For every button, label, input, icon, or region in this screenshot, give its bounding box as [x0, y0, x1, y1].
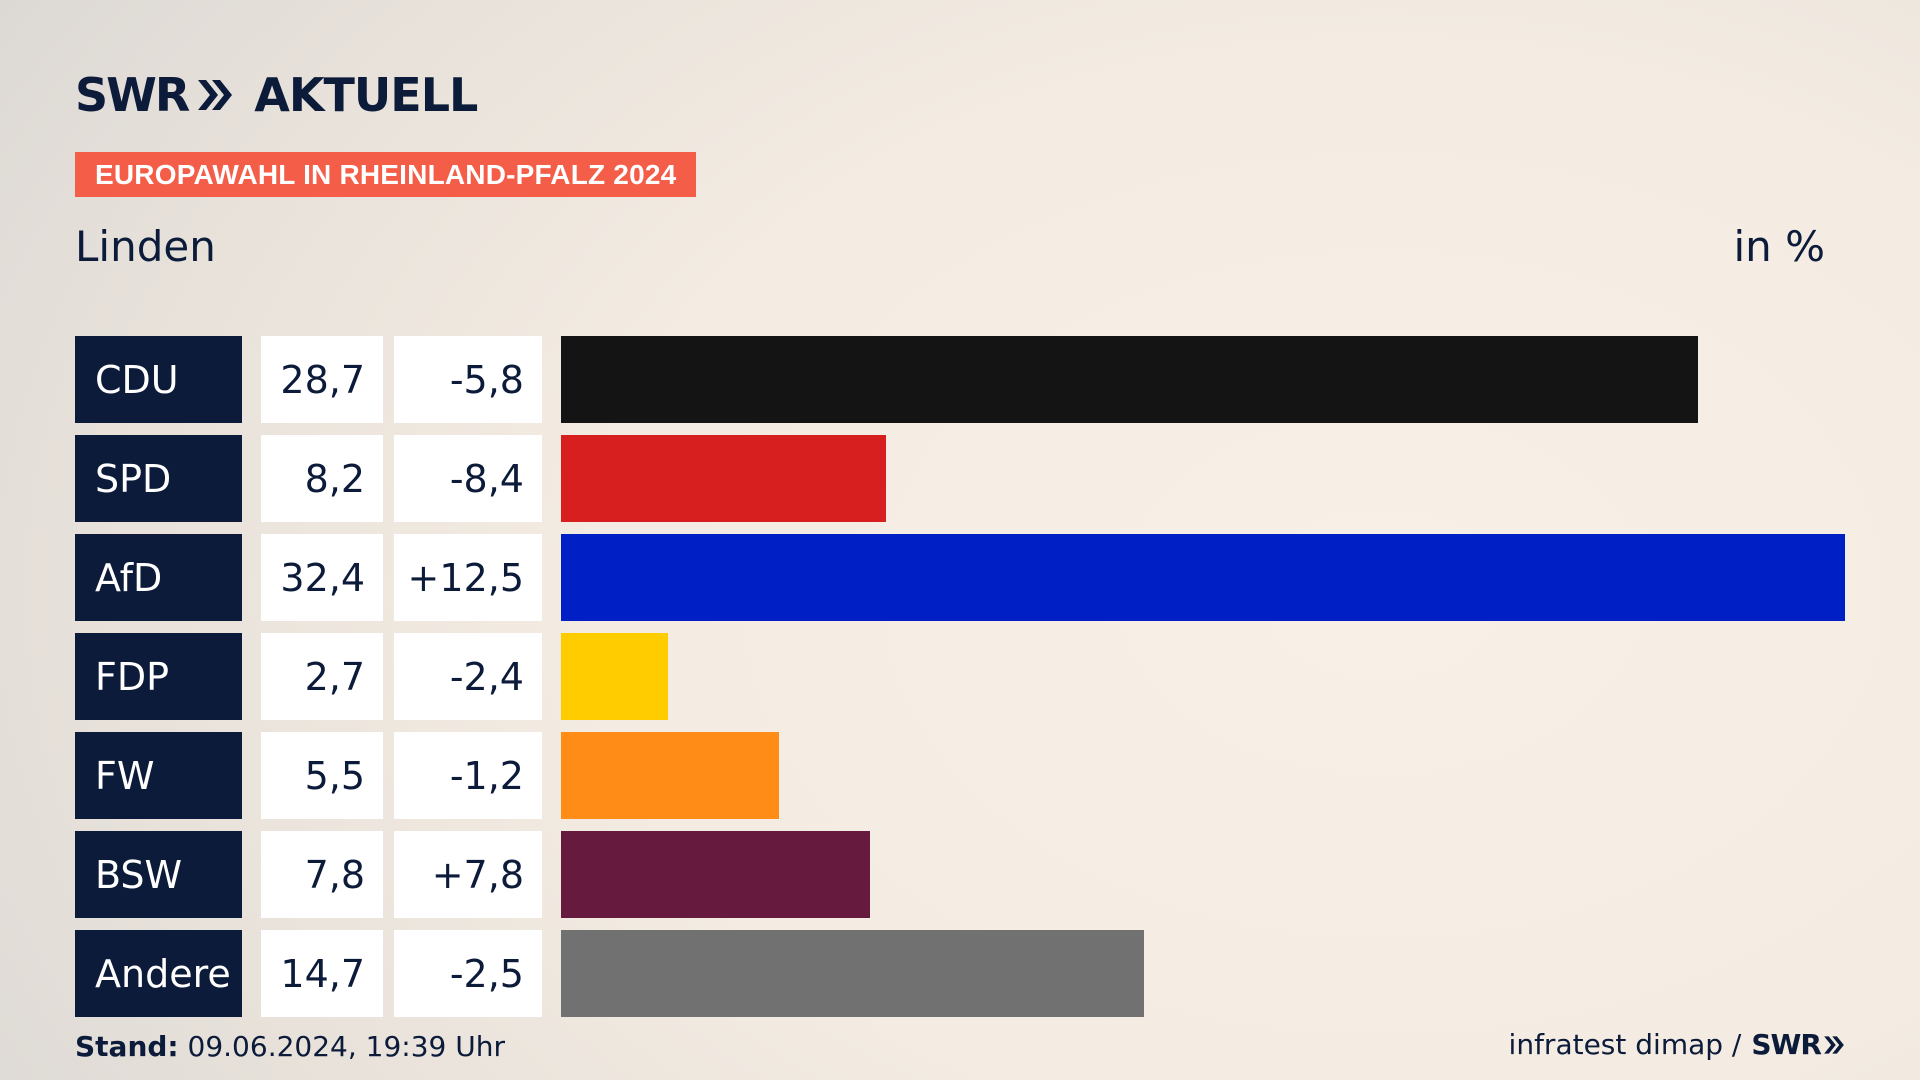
result-row: FW 5,5 -1,2 — [75, 732, 1845, 819]
logo-swr-text: SWR — [75, 68, 190, 122]
result-row: FDP 2,7 -2,4 — [75, 633, 1845, 720]
diff-label: -8,4 — [394, 435, 542, 522]
value-label: 5,5 — [261, 732, 383, 819]
value-label: 28,7 — [261, 336, 383, 423]
value-label: 7,8 — [261, 831, 383, 918]
logo-aktuell-text: AKTUELL — [254, 68, 478, 122]
party-label: CDU — [75, 336, 242, 423]
chart-subtitle: Linden — [75, 222, 216, 271]
bar — [561, 732, 779, 819]
result-row: AfD 32,4 +12,5 — [75, 534, 1845, 621]
value-label: 14,7 — [261, 930, 383, 1017]
result-row: Andere 14,7 -2,5 — [75, 930, 1845, 1017]
stand-footer: Stand: 09.06.2024, 19:39 Uhr — [75, 1030, 505, 1063]
diff-label: -2,4 — [394, 633, 542, 720]
bar — [561, 831, 871, 918]
party-label: Andere — [75, 930, 242, 1017]
party-label: SPD — [75, 435, 242, 522]
diff-label: +7,8 — [394, 831, 542, 918]
source-chevron-icon — [1824, 1035, 1844, 1054]
bar — [561, 336, 1699, 423]
result-row: BSW 7,8 +7,8 — [75, 831, 1845, 918]
bar — [561, 435, 886, 522]
value-label: 8,2 — [261, 435, 383, 522]
source-swr-logo: SWR — [1751, 1028, 1845, 1061]
unit-label: in % — [1733, 222, 1825, 271]
diff-label: -1,2 — [394, 732, 542, 819]
logo-chevron-icon — [196, 78, 234, 112]
bar — [561, 534, 1845, 621]
source-swr-text: SWR — [1751, 1028, 1822, 1061]
source-text: infratest dimap / — [1508, 1028, 1742, 1061]
election-badge: EUROPAWAHL IN RHEINLAND-PFALZ 2024 — [75, 152, 697, 197]
stand-label: Stand: — [75, 1030, 179, 1063]
stand-value: 09.06.2024, 19:39 Uhr — [187, 1030, 505, 1063]
diff-label: -5,8 — [394, 336, 542, 423]
bar — [561, 633, 668, 720]
source-footer: infratest dimap / SWR — [1509, 1028, 1845, 1061]
result-row: CDU 28,7 -5,8 — [75, 336, 1845, 423]
result-row: SPD 8,2 -8,4 — [75, 435, 1845, 522]
value-label: 32,4 — [261, 534, 383, 621]
party-label: FDP — [75, 633, 242, 720]
diff-label: -2,5 — [394, 930, 542, 1017]
diff-label: +12,5 — [394, 534, 542, 621]
value-label: 2,7 — [261, 633, 383, 720]
bar — [561, 930, 1144, 1017]
party-label: FW — [75, 732, 242, 819]
party-label: AfD — [75, 534, 242, 621]
party-label: BSW — [75, 831, 242, 918]
swr-aktuell-logo: SWR AKTUELL — [75, 68, 478, 122]
